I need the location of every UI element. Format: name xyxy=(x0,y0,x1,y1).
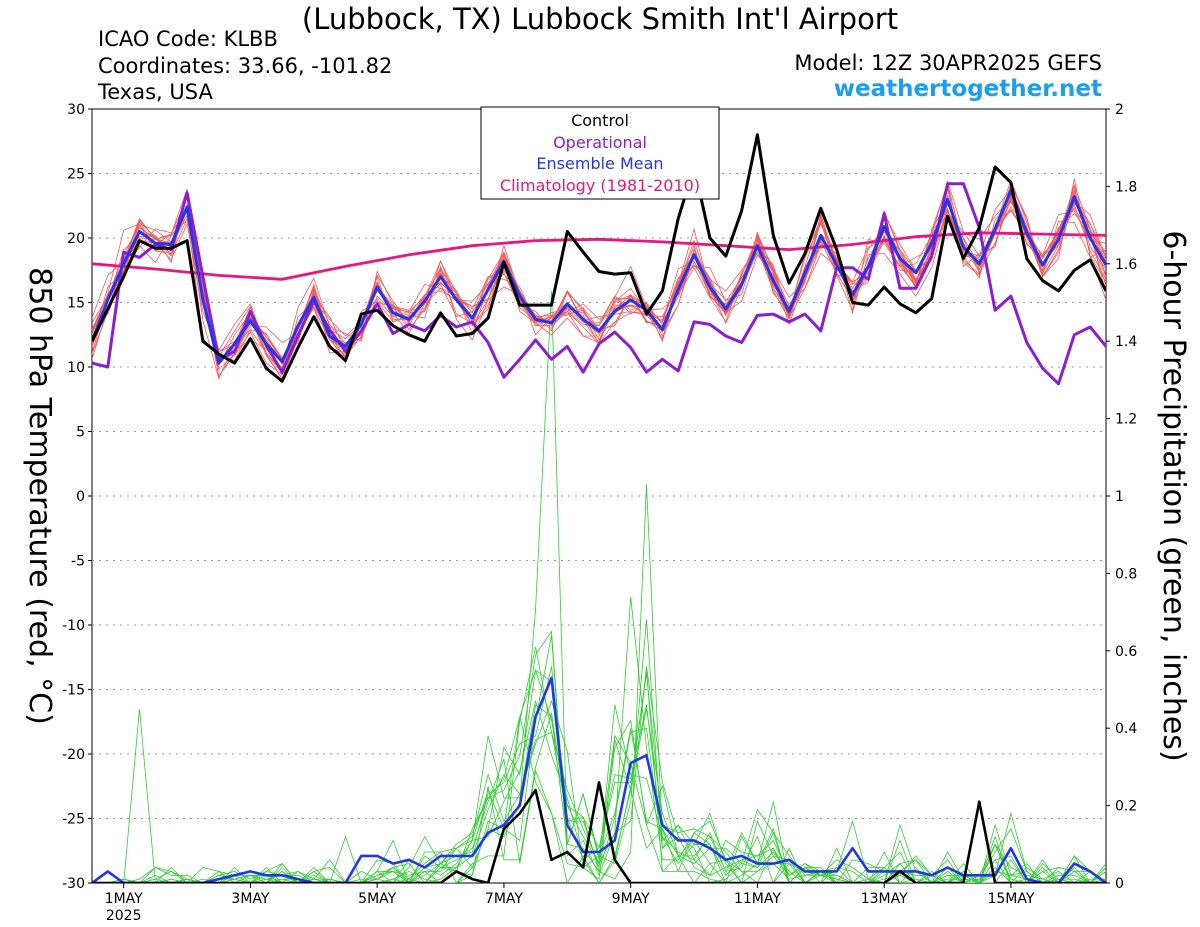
temp-member-line xyxy=(92,182,1106,380)
page-title: (Lubbock, TX) Lubbock Smith Int'l Airpor… xyxy=(301,2,899,36)
y-left-tick-label: 20 xyxy=(67,231,85,247)
grid-lines xyxy=(92,173,1106,819)
right-axis-ticks: 2 1.8 1.6 1.4 1.2 1 0.8 0.6 0.4 0.2 0 xyxy=(1106,102,1137,892)
legend-control: Control xyxy=(571,111,629,130)
x-tick-label: 7MAY xyxy=(485,891,523,907)
y-left-tick-label: 10 xyxy=(67,360,85,376)
y-right-tick-label: 0.8 xyxy=(1115,566,1137,582)
y-right-tick-label: 1.8 xyxy=(1115,179,1137,195)
x-tick-label: 13MAY xyxy=(861,891,908,907)
temp-member-line xyxy=(92,182,1106,377)
control-line xyxy=(92,133,1106,383)
y-right-tick-label: 0 xyxy=(1115,876,1124,892)
y-left-tick-label: 30 xyxy=(67,102,85,118)
y-left-tick-label: -30 xyxy=(62,876,85,892)
y-right-tick-label: 1.4 xyxy=(1115,334,1137,350)
y-right-tick-label: 1.2 xyxy=(1115,412,1137,428)
precip-member-line xyxy=(92,673,1106,883)
precip-ensemble-mean-line xyxy=(92,676,1106,883)
precip-member-line xyxy=(92,708,1106,883)
operational-line xyxy=(92,182,1106,386)
legend-box xyxy=(480,106,720,200)
y-left-tick-label: -25 xyxy=(62,812,85,828)
left-axis-ticks: 30 25 20 15 10 5 0 -5 -10 -15 -20 -25 -30 xyxy=(62,102,92,892)
precip-control-line xyxy=(92,781,1106,883)
x-tick-label: 15MAY xyxy=(987,891,1034,907)
y-right-tick-label: 1.6 xyxy=(1115,257,1137,273)
precip-member-line xyxy=(92,596,1106,883)
precip-member-line xyxy=(92,704,1106,883)
x-tick-label: 9MAY xyxy=(612,891,650,907)
legend: Control Operational Ensemble Mean Climat… xyxy=(480,106,720,200)
y-left-tick-label: 15 xyxy=(67,296,85,312)
y-left-tick-label: -15 xyxy=(62,683,85,699)
model-run: Model: 12Z 30APR2025 GEFS xyxy=(794,51,1102,75)
legend-operational: Operational xyxy=(553,133,647,152)
left-axis-label: 850 hPa Temperature (red, °C) xyxy=(22,267,57,725)
precip-member-line xyxy=(92,290,1106,883)
y-left-tick-label: -10 xyxy=(62,618,85,634)
y-right-tick-label: 0.4 xyxy=(1115,721,1137,737)
y-right-tick-label: 1 xyxy=(1115,489,1124,505)
x-tick-label: 5MAY xyxy=(358,891,396,907)
highlighted-series xyxy=(92,133,1106,883)
legend-ensemble-mean: Ensemble Mean xyxy=(536,154,663,173)
y-left-tick-label: 0 xyxy=(76,489,85,505)
precip-member-line xyxy=(92,712,1106,883)
y-left-tick-label: 5 xyxy=(76,425,85,441)
x-tick-label: 11MAY xyxy=(734,891,781,907)
y-right-tick-label: 0.6 xyxy=(1115,644,1137,660)
precip-member-line xyxy=(92,669,1106,883)
x-tick-sublabel: 2025 xyxy=(106,908,142,924)
y-left-tick-label: -20 xyxy=(62,747,85,763)
precip-member-lines xyxy=(92,290,1106,883)
y-left-tick-label: 25 xyxy=(67,167,85,183)
precip-member-line xyxy=(92,666,1106,883)
ensemble-mean-line xyxy=(92,188,1106,365)
y-right-tick-label: 2 xyxy=(1115,102,1124,118)
precip-member-line xyxy=(92,739,1106,883)
right-axis-label: 6-hour Precipitation (green, inches) xyxy=(1156,230,1191,761)
website-link[interactable]: weathertogether.net xyxy=(833,76,1102,102)
x-tick-label: 1MAY xyxy=(105,891,143,907)
legend-climatology: Climatology (1981-2010) xyxy=(500,176,700,195)
region-label: Texas, USA xyxy=(98,80,213,104)
precip-member-line xyxy=(92,619,1106,883)
precip-member-line xyxy=(92,704,1106,883)
precip-member-line xyxy=(92,635,1106,883)
x-tick-label: 3MAY xyxy=(231,891,269,907)
coordinates: Coordinates: 33.66, -101.82 xyxy=(98,54,393,78)
icao-code: ICAO Code: KLBB xyxy=(98,27,278,51)
y-left-tick-label: -5 xyxy=(71,554,85,570)
y-right-tick-label: 0.2 xyxy=(1115,799,1137,815)
plot-series-area xyxy=(92,133,1106,883)
